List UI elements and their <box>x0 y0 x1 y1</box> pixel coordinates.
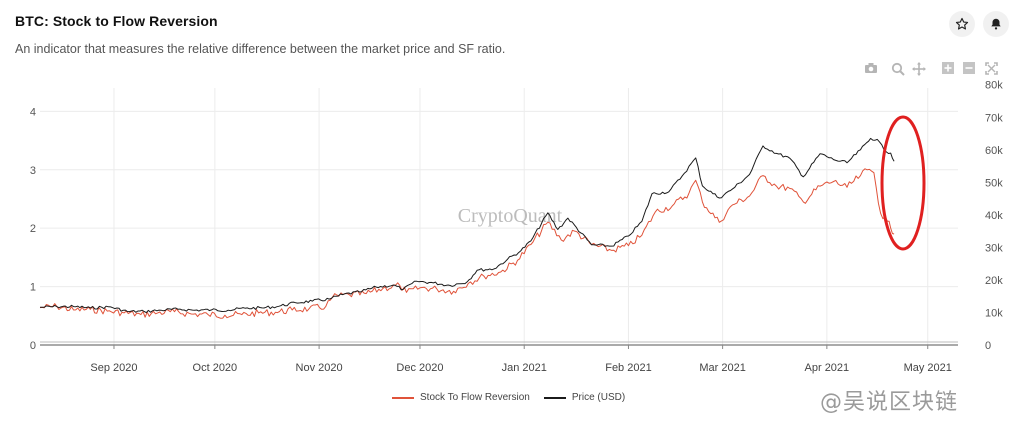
legend-swatch-price <box>543 396 566 399</box>
series-line-price-usd <box>39 137 895 314</box>
x-tick-label: Oct 2020 <box>193 362 238 374</box>
x-tick-label: Apr 2021 <box>805 362 850 374</box>
x-tick-label: May 2021 <box>904 362 952 374</box>
series-line-stock-to-flow-reversion <box>39 168 895 319</box>
y-tick-label-left: 2 <box>30 223 36 235</box>
legend: Stock To Flow Reversion Price (USD) <box>392 392 625 403</box>
chart-title: BTC: Stock to Flow Reversion <box>15 13 218 29</box>
pan-icon[interactable] <box>911 62 927 78</box>
y-tick-label-right: 60k <box>985 145 1003 157</box>
chart-subtitle: An indicator that measures the relative … <box>15 42 506 56</box>
y-tick-label-right: 10k <box>985 307 1003 319</box>
legend-item-reversion[interactable]: Stock To Flow Reversion <box>392 392 530 403</box>
y-tick-label-left: 4 <box>30 106 36 118</box>
zoom-icon[interactable] <box>890 62 906 78</box>
autoscale-icon[interactable] <box>983 62 999 78</box>
y-tick-label-left: 3 <box>30 165 36 177</box>
y-tick-label-right: 0 <box>985 340 991 352</box>
y-tick-label-right: 20k <box>985 275 1003 287</box>
x-tick-label: Nov 2020 <box>296 362 343 374</box>
x-tick-label: Dec 2020 <box>396 362 443 374</box>
x-tick-label: Feb 2021 <box>605 362 651 374</box>
x-tick-label: Mar 2021 <box>699 362 745 374</box>
y-tick-label-right: 80k <box>985 80 1003 92</box>
zoom-out-icon[interactable] <box>961 62 977 78</box>
bell-icon <box>991 18 1001 30</box>
legend-label-price: Price (USD) <box>571 392 626 403</box>
zoom-in-icon[interactable] <box>940 62 956 78</box>
x-axis: Sep 2020 Oct 2020 Nov 2020 Dec 2020 Jan 2021… <box>90 345 952 374</box>
x-tick-label: Jan 2021 <box>502 362 547 374</box>
star-icon <box>955 17 969 30</box>
watermark-cryptoquant: CryptoQuant <box>458 205 563 227</box>
favorite-button[interactable] <box>949 11 975 37</box>
legend-item-price[interactable]: Price (USD) <box>543 392 626 403</box>
legend-swatch-reversion <box>392 396 414 399</box>
annotation-ellipse <box>880 115 926 251</box>
y-tick-label-left: 0 <box>30 340 36 352</box>
y-tick-label-right: 30k <box>985 242 1003 254</box>
legend-label-reversion: Stock To Flow Reversion <box>420 392 530 403</box>
y-axis-left: 0 1 2 3 4 <box>30 106 36 352</box>
grid-lines <box>40 88 958 345</box>
y-tick-label-right: 50k <box>985 177 1003 189</box>
y-tick-label-right: 40k <box>985 210 1003 222</box>
x-tick-label: Sep 2020 <box>90 362 137 374</box>
camera-icon[interactable] <box>863 62 879 78</box>
watermark-weibo: @吴说区块链 <box>820 390 959 415</box>
notify-button[interactable] <box>983 11 1009 37</box>
y-axis-right: 0 10k 20k 30k 40k 50k 60k 70k 80k <box>985 80 1003 352</box>
y-tick-label-right: 70k <box>985 112 1003 124</box>
y-tick-label-left: 1 <box>30 282 36 294</box>
